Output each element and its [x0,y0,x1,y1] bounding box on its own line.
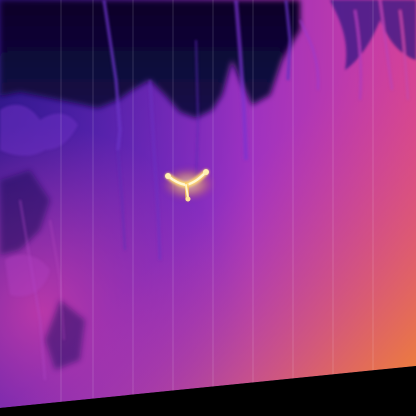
left-foliage [0,104,78,297]
canopy-foliage [299,0,416,101]
cold-sky-region [0,0,300,118]
image-bottom-edge [0,366,416,416]
heat-signature [162,168,214,202]
scan-lines [60,0,374,408]
